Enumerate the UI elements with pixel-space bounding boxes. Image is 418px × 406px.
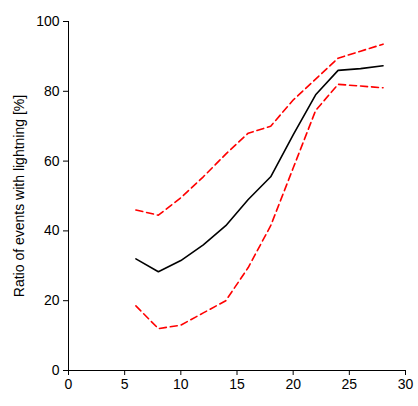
svg-text:15: 15 xyxy=(229,376,245,392)
svg-text:40: 40 xyxy=(44,222,60,238)
svg-text:80: 80 xyxy=(44,83,60,99)
svg-text:60: 60 xyxy=(44,153,60,169)
svg-text:20: 20 xyxy=(285,376,301,392)
svg-text:0: 0 xyxy=(65,376,73,392)
svg-text:100: 100 xyxy=(36,13,60,29)
svg-text:25: 25 xyxy=(342,376,358,392)
svg-text:5: 5 xyxy=(121,376,129,392)
svg-text:Ratio of events with lightning: Ratio of events with lightning [%] xyxy=(11,95,27,297)
svg-text:10: 10 xyxy=(173,376,189,392)
svg-text:30: 30 xyxy=(398,376,414,392)
svg-text:20: 20 xyxy=(44,292,60,308)
svg-text:0: 0 xyxy=(52,362,60,378)
